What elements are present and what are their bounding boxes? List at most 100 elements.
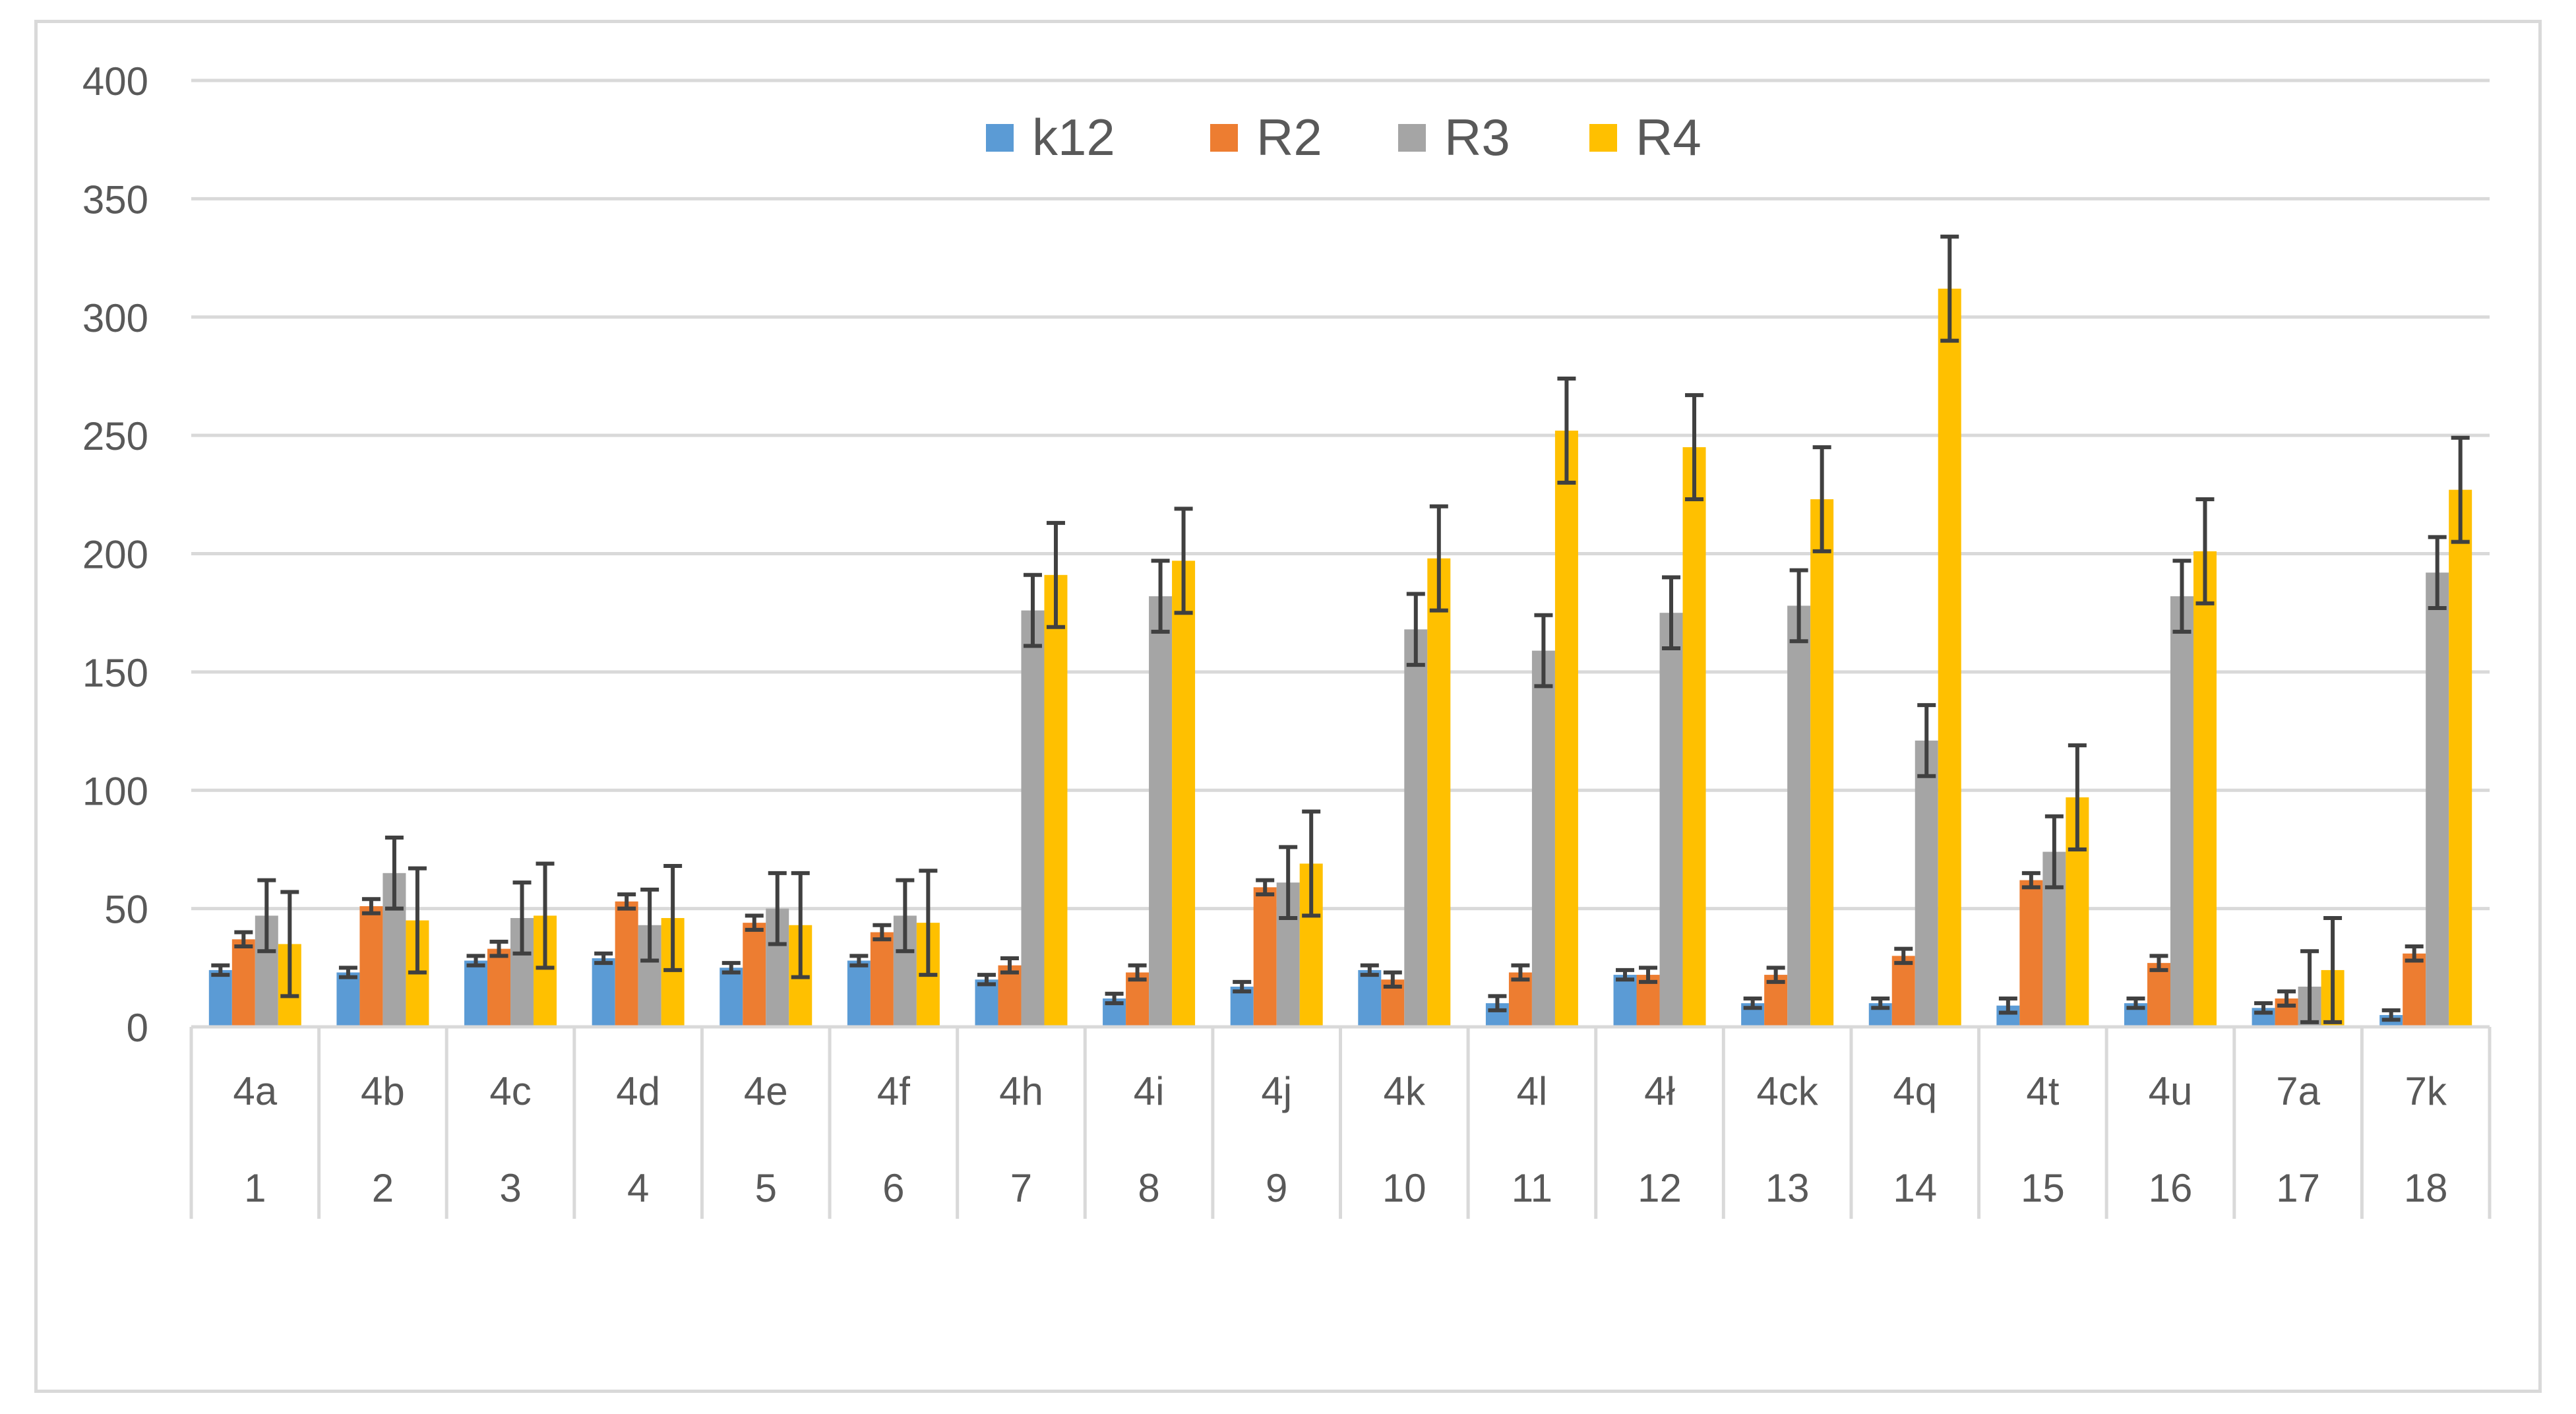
y-tick-label: 250 [82, 414, 148, 458]
x-tick-number: 12 [1638, 1166, 1682, 1210]
bar-r4 [1554, 430, 1578, 1027]
bar-r3 [1149, 596, 1173, 1027]
bar-r3 [1531, 650, 1555, 1027]
error-bar-r2 [2405, 944, 2424, 963]
legend-swatch-r3 [1398, 124, 1426, 152]
chart-frame [34, 20, 2542, 1393]
x-tick-number: 11 [1512, 1166, 1552, 1210]
bar-k12 [1358, 969, 1382, 1027]
bar-r3 [1659, 613, 1683, 1027]
error-bar-r2 [361, 897, 381, 915]
error-bar-k12 [1616, 968, 1635, 982]
bar-r2 [487, 948, 511, 1027]
error-bar-r4 [663, 864, 683, 972]
bar-k12 [1613, 975, 1637, 1027]
error-bar-r4 [2068, 743, 2087, 851]
error-bar-k12 [211, 963, 230, 977]
bar-r3 [2170, 596, 2193, 1027]
error-bar-k12 [2254, 1001, 2273, 1015]
legend: k12 R2 R3 R4 [986, 108, 1702, 166]
error-bar-r3 [1917, 703, 1936, 778]
x-tick-label: 4t [2026, 1069, 2059, 1113]
y-tick-label: 300 [82, 296, 148, 340]
bar-r4 [1427, 558, 1451, 1027]
error-bar-r2 [1383, 970, 1402, 989]
error-bar-k12 [2126, 996, 2145, 1010]
bar-k12 [975, 979, 998, 1027]
error-bar-r2 [745, 913, 764, 932]
bar-k12 [847, 960, 871, 1027]
x-tick-number: 3 [499, 1166, 521, 1210]
error-bar-k12 [1998, 996, 2017, 1015]
x-tick-number: 1 [244, 1166, 266, 1210]
error-bar-r4 [280, 890, 299, 999]
error-bar-r2 [2149, 954, 2168, 972]
x-tick-number: 18 [2404, 1166, 2448, 1210]
legend-label-k12: k12 [1032, 108, 1115, 166]
bar-r2 [870, 932, 894, 1027]
error-bar-r3 [257, 878, 276, 954]
error-bar-k12 [1488, 994, 1507, 1012]
x-tick-label: 4h [999, 1069, 1043, 1113]
axes: 0 50 100 150 200 250 300 350 400 4a 1 4b 2 4c 3 4d 4 4e 5 4… [82, 59, 2492, 1219]
x-tick-label: 4l [1517, 1069, 1548, 1113]
bar-r4 [2193, 551, 2217, 1027]
y-tick-label: 400 [82, 59, 148, 104]
bar-r2 [998, 965, 1022, 1027]
error-bar-r2 [1000, 956, 1019, 975]
error-bar-r3 [1534, 613, 1553, 689]
x-tick-number: 5 [755, 1166, 777, 1210]
x-tick-label: 4ck [1756, 1069, 1818, 1113]
error-bar-r3 [1789, 568, 1808, 644]
error-bar-r3 [1279, 845, 1298, 920]
error-bar-k12 [1743, 996, 1762, 1010]
error-bar-k12 [1105, 991, 1124, 1006]
x-tick-number: 10 [1382, 1166, 1426, 1210]
legend-swatch-r2 [1210, 124, 1238, 152]
error-bar-k12 [849, 954, 869, 968]
bar-r2 [1891, 956, 1915, 1027]
error-bar-r4 [2451, 435, 2470, 544]
error-bars [211, 234, 2470, 1024]
x-tick-number: 16 [2149, 1166, 2193, 1210]
error-bar-k12 [2381, 1008, 2401, 1022]
bar-r3 [1915, 740, 1938, 1027]
error-bar-r4 [1174, 507, 1193, 615]
bar-r2 [743, 923, 766, 1027]
bar-r2 [2019, 880, 2043, 1027]
bar-k12 [720, 968, 743, 1027]
bar-r4 [1044, 574, 1068, 1027]
x-tick-number: 4 [627, 1166, 649, 1210]
y-tick-label: 0 [127, 1006, 148, 1050]
error-bar-k12 [721, 961, 741, 975]
bar-k12 [592, 958, 615, 1027]
error-bar-r4 [536, 861, 555, 970]
x-tick-label: 4k [1384, 1069, 1426, 1113]
error-bar-r4 [1685, 393, 1704, 501]
error-bar-r2 [2277, 989, 2296, 1008]
error-bar-r3 [384, 836, 404, 911]
error-bar-k12 [1871, 996, 1890, 1010]
x-tick-label: 4u [2149, 1069, 2193, 1113]
error-bar-r2 [1511, 963, 1530, 982]
bar-r4 [1682, 447, 1706, 1027]
bar-k12 [336, 972, 360, 1027]
error-bar-r2 [873, 923, 892, 942]
x-tick-label: 4ł [1644, 1069, 1675, 1113]
error-bar-r4 [408, 866, 427, 975]
error-bar-r3 [1662, 575, 1681, 650]
error-bar-k12 [1233, 979, 1252, 994]
error-bar-r3 [896, 878, 915, 954]
legend-swatch-k12 [986, 124, 1014, 152]
bar-r3 [1787, 605, 1811, 1027]
legend-swatch-r4 [1589, 124, 1617, 152]
error-bar-r4 [2195, 497, 2215, 605]
legend-label-r2: R2 [1256, 108, 1322, 166]
x-tick-number: 17 [2276, 1166, 2320, 1210]
x-tick-number: 13 [1765, 1166, 1810, 1210]
x-tick-label: 4e [744, 1069, 788, 1113]
error-bar-r3 [640, 887, 659, 963]
y-tick-label: 200 [82, 533, 148, 577]
x-tick-label: 4c [489, 1069, 531, 1113]
